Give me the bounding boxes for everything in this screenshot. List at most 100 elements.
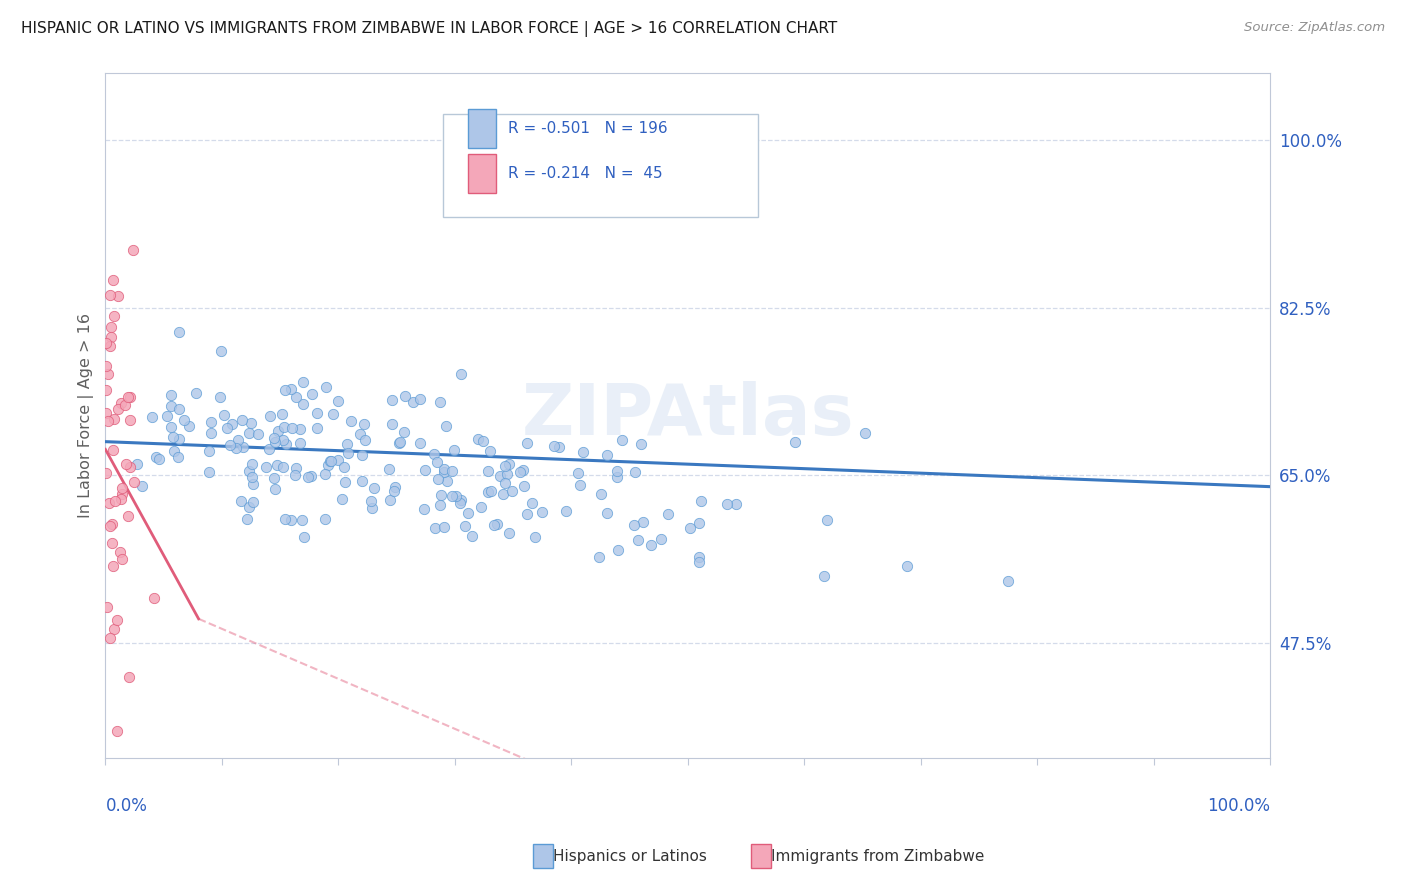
Point [408,436,430,450]
Point [363,481,385,495]
Point [336,446,359,460]
Point [110,492,132,507]
Point [117,509,139,524]
Point [606,464,628,478]
Point [184,386,207,401]
Point [127,457,149,471]
Point [361,501,384,516]
Point [501,484,523,499]
Point [297,470,319,484]
Point [107,288,129,302]
Point [225,442,247,456]
Point [441,490,464,504]
Point [482,517,505,532]
Point [276,437,298,451]
Point [626,533,648,547]
Point [219,438,242,452]
Point [354,433,377,447]
Point [162,443,184,458]
Point [266,458,288,472]
Point [111,487,134,501]
Point [270,407,292,421]
Point [426,473,449,487]
Point [292,530,315,544]
Text: Immigrants from Zimbabwe: Immigrants from Zimbabwe [772,849,984,864]
Point [200,425,222,440]
Point [567,466,589,480]
Point [103,559,125,574]
Point [118,390,141,404]
Point [198,465,221,479]
Point [548,440,571,454]
Point [273,383,295,397]
Point [388,435,411,450]
Point [853,426,876,441]
Point [815,513,838,527]
Point [238,426,260,441]
Point [111,552,134,566]
Point [624,466,647,480]
Point [336,437,359,451]
Point [273,419,295,434]
Point [103,309,125,323]
Point [274,512,297,526]
Point [997,574,1019,588]
Point [457,506,479,520]
Point [432,519,454,533]
Text: 100.0%: 100.0% [1208,797,1271,814]
Point [471,434,494,449]
Point [783,434,806,449]
Point [314,467,336,481]
Point [284,468,307,483]
Point [896,559,918,574]
Point [212,408,235,422]
Point [716,497,738,511]
Point [461,529,484,543]
Point [426,455,449,469]
Point [429,395,451,409]
Point [291,513,314,527]
Point [326,393,349,408]
Point [349,426,371,441]
Point [382,484,405,499]
Point [177,419,200,434]
Point [477,464,499,478]
Point [100,320,122,334]
Point [284,460,307,475]
Point [131,478,153,492]
Point [101,516,124,531]
Point [98,496,121,510]
Point [159,387,181,401]
Point [148,452,170,467]
Y-axis label: In Labor Force | Age > 16: In Labor Force | Age > 16 [79,313,94,518]
Point [103,622,125,636]
Point [449,496,471,510]
Point [94,466,117,480]
Point [450,367,472,381]
Point [470,500,492,515]
Point [94,383,117,397]
Point [117,670,139,684]
Point [105,724,128,739]
Text: R = -0.214   N =  45: R = -0.214 N = 45 [509,167,664,181]
Point [143,591,166,605]
Point [332,459,354,474]
Point [101,536,124,550]
Point [813,569,835,583]
Point [454,519,477,533]
Point [96,405,118,419]
Point [436,474,458,488]
Point [240,458,263,472]
Point [110,396,132,410]
Point [108,545,131,559]
Point [167,402,190,417]
Point [688,516,710,530]
Point [271,459,294,474]
Point [162,430,184,444]
Point [554,504,576,518]
Point [107,401,129,416]
Point [610,433,633,447]
Point [509,466,531,480]
Point [111,481,134,495]
Point [238,500,260,514]
